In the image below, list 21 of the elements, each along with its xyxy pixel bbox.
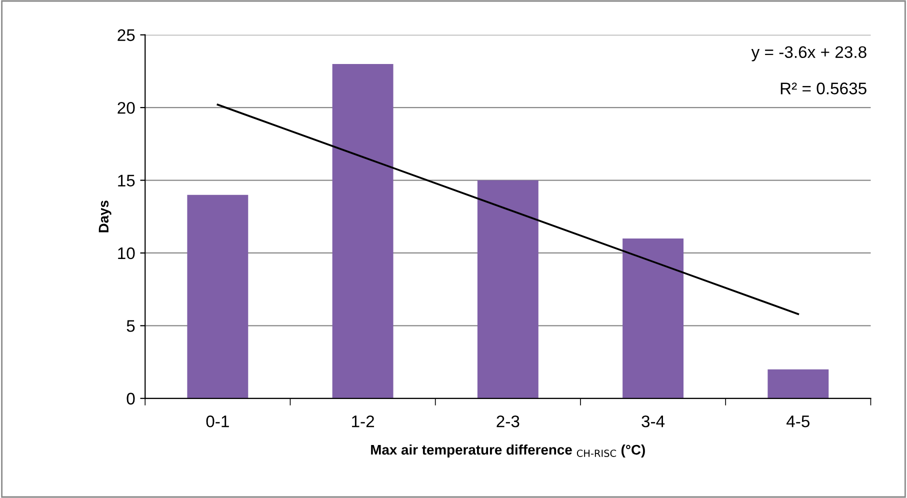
line-series [216, 104, 800, 315]
annotation: y = -3.6x + 23.8 [751, 46, 866, 62]
y-tick-label: 5 [126, 320, 135, 332]
bar [332, 64, 394, 398]
x-tick-label: 2-3 [496, 416, 520, 428]
y-axis-title: Days [98, 200, 112, 232]
x-tick-label: 1-2 [352, 416, 374, 428]
x-tick-label: 4-5 [786, 416, 810, 428]
bar [768, 369, 829, 398]
bar [622, 238, 684, 398]
y-tick-label: 10 [118, 247, 135, 260]
y-tick-label: 0 [126, 392, 135, 405]
y-tick-label: 15 [118, 174, 135, 186]
annotation: R² = 0.5635 [780, 82, 866, 94]
x-axis-title: Max air temperature difference $_{CH-RISC}$ (°C) [371, 444, 645, 458]
bar [187, 194, 248, 398]
bar [477, 180, 538, 398]
x-tick-label: 3-4 [642, 416, 665, 428]
y-tick-label: 20 [118, 102, 135, 114]
x-tick-label: 0-1 [206, 416, 229, 428]
y-tick-label: 25 [118, 29, 135, 42]
